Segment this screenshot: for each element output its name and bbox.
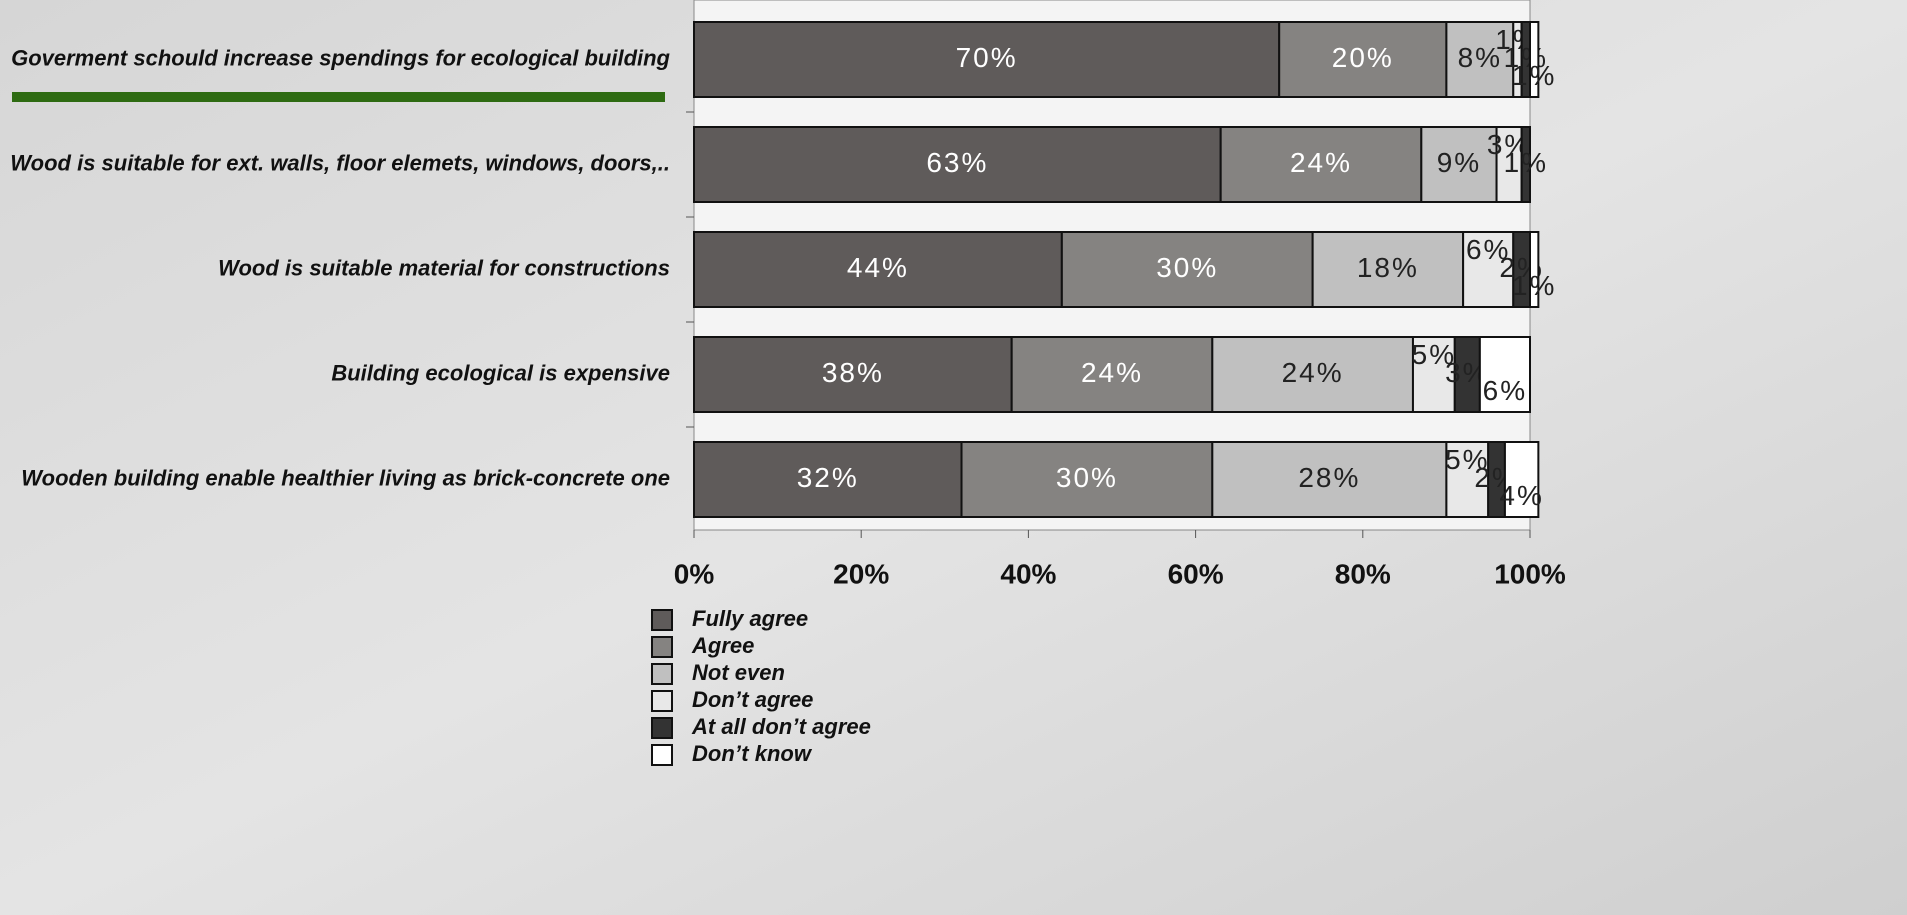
legend-swatch [652,745,672,765]
legend-label: Agree [691,633,754,658]
value-label: 6% [1483,375,1527,406]
value-label: 9% [1437,147,1481,178]
value-label: 70% [956,42,1018,73]
value-label: 28% [1298,462,1360,493]
category-label: Goverment schould increase spendings for… [11,45,670,70]
legend-label: Don’t agree [692,687,813,712]
value-label: 24% [1290,147,1352,178]
value-label: 30% [1056,462,1118,493]
x-tick-label: 20% [833,558,889,589]
x-tick-label: 0% [674,558,715,589]
legend-label: Don’t know [692,741,813,766]
value-label: 38% [822,357,884,388]
x-tick-label: 80% [1335,558,1391,589]
value-label: 1% [1504,147,1548,178]
legend-label: At all don’t agree [691,714,871,739]
legend-swatch [652,718,672,738]
value-label: 18% [1357,252,1419,283]
highlight-underline [12,92,665,102]
value-label: 30% [1156,252,1218,283]
value-label: 44% [847,252,909,283]
value-label: 24% [1081,357,1143,388]
value-label: 63% [926,147,988,178]
category-label: Building ecological is expensive [331,360,670,385]
category-label: Wood is suitable material for constructi… [218,255,670,280]
category-label: Wood is suitable for ext. walls, floor e… [10,150,670,175]
value-label: 32% [797,462,859,493]
value-label: 20% [1332,42,1394,73]
category-label: Wooden building enable healthier living … [21,465,670,490]
x-tick-label: 100% [1494,558,1566,589]
legend-swatch [652,664,672,684]
chart: 0% 20% 40% 60% 80% 100% Goverment schould incr… [0,0,1907,915]
legend-swatch [652,691,672,711]
value-label: 1% [1512,270,1556,301]
x-tick-label: 60% [1168,558,1224,589]
legend-label: Fully agree [692,606,808,631]
value-label: 4% [1499,480,1543,511]
value-label: 24% [1282,357,1344,388]
legend-label: Not even [692,660,785,685]
x-tick-label: 40% [1000,558,1056,589]
legend-swatch [652,610,672,630]
value-label: 1% [1512,60,1556,91]
legend-swatch [652,637,672,657]
